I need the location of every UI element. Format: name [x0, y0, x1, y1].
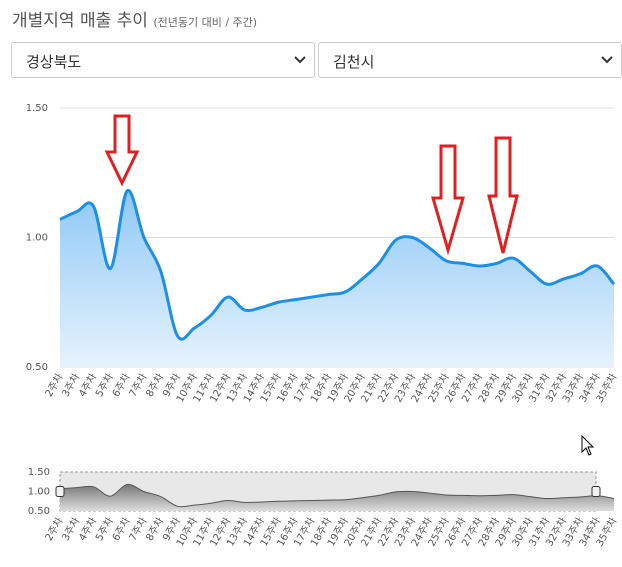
header: 개별지역 매출 추이 (전년동기 대비 / 주간) [12, 6, 257, 31]
area [60, 190, 614, 367]
y-tick-label: 1.50 [28, 467, 50, 478]
y-tick-label: 1.00 [26, 233, 48, 244]
annotation-arrows [104, 114, 519, 256]
y-tick-label: 1.50 [26, 103, 48, 114]
y-tick-label: 1.00 [28, 487, 50, 498]
title: 개별지역 매출 추이 [12, 11, 148, 31]
arrow [104, 114, 140, 187]
cursor [581, 434, 595, 456]
city-select[interactable]: 김천시 [318, 42, 622, 78]
navigator-handle [55, 486, 65, 497]
line [59, 189, 616, 341]
province-select[interactable]: 경상북도 [11, 42, 315, 78]
y-tick-label: 0.50 [26, 362, 48, 373]
area [60, 484, 614, 511]
chevron [294, 56, 306, 64]
arrow [431, 144, 465, 256]
chevron [601, 56, 613, 64]
arrow [487, 136, 519, 254]
navigator-handle [591, 486, 601, 497]
subtitle: (전년동기 대비 / 주간) [153, 16, 258, 29]
select-value: 경상북도 [26, 53, 82, 71]
line [59, 483, 615, 508]
y-tick-label: 0.50 [28, 506, 50, 517]
select-value: 김천시 [333, 53, 375, 71]
